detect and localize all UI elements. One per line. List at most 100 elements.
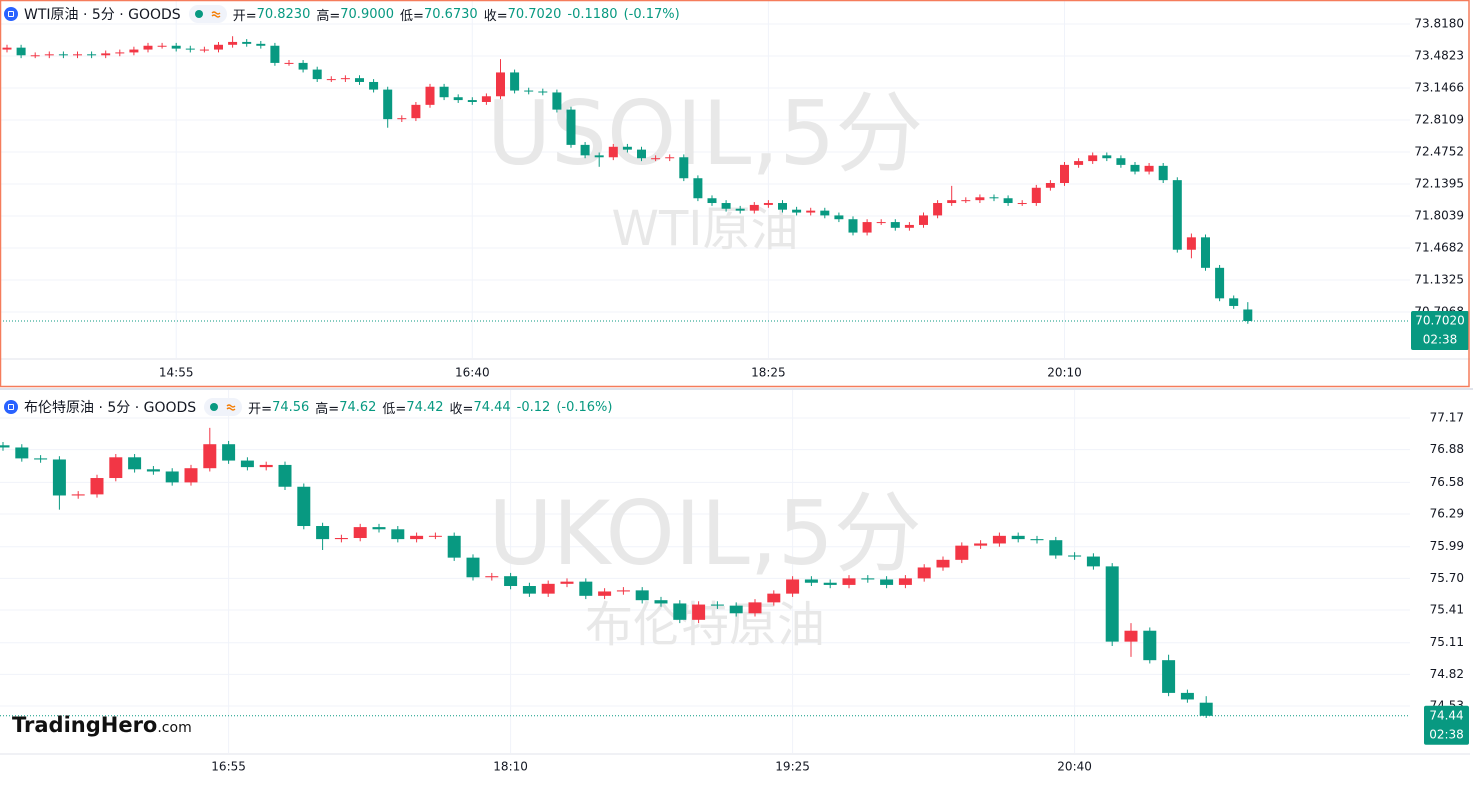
candle-body <box>622 146 632 150</box>
candle-body <box>820 210 830 216</box>
candle-body <box>425 86 435 105</box>
change-pct: (-0.16%) <box>556 399 613 415</box>
x-tick-label: 18:10 <box>493 760 528 774</box>
candle-body <box>552 92 562 110</box>
candle-body <box>278 464 292 487</box>
candle-body <box>109 457 123 479</box>
y-tick-label: 71.4682 <box>1414 240 1464 254</box>
candle-body <box>466 557 480 578</box>
candle-body <box>143 45 153 50</box>
watermark: UKOIL,5分 <box>488 482 922 585</box>
candle-body <box>171 45 181 49</box>
candle-body <box>44 54 54 56</box>
candle-body <box>340 78 350 80</box>
candle-body <box>876 222 886 224</box>
candle-body <box>522 586 536 594</box>
candle-body <box>1088 155 1098 162</box>
candle-body <box>806 210 816 213</box>
candle-body <box>1003 198 1013 204</box>
status-icon <box>226 404 236 411</box>
candle-body <box>598 591 612 596</box>
y-tick-label: 72.4752 <box>1414 145 1464 159</box>
candle-body <box>504 576 518 587</box>
change: -0.1180 <box>567 6 618 22</box>
y-tick-label: 74.82 <box>1430 667 1464 681</box>
candle-body <box>481 96 491 102</box>
last-price-label: 74.44 <box>1429 708 1463 722</box>
candle-body <box>654 600 668 604</box>
last-price-tag <box>1411 311 1469 351</box>
stat-value: 70.7020 <box>507 6 562 22</box>
candle-body <box>566 109 576 145</box>
stat-name: 开= <box>232 8 257 24</box>
candle-body <box>673 603 687 620</box>
candle-body <box>693 178 703 199</box>
candle-body <box>270 45 280 63</box>
candle-body <box>228 41 238 45</box>
candle-body <box>594 155 604 158</box>
x-tick-label: 19:25 <box>775 760 810 774</box>
candle-body <box>1116 158 1126 165</box>
candle-body <box>890 222 900 228</box>
stat-name: 收= <box>483 8 508 24</box>
candle-body <box>391 529 405 540</box>
candle-body <box>692 604 706 620</box>
candle-body <box>1102 155 1112 159</box>
candle-body <box>767 593 781 603</box>
active-pane-frame <box>0 0 1470 388</box>
candle-body <box>1124 630 1138 642</box>
candle-body <box>579 581 593 596</box>
candle-body <box>353 527 367 539</box>
candle-body <box>256 43 266 46</box>
status-pill <box>204 398 243 416</box>
last-price-tag <box>1424 705 1469 745</box>
stat-value: 70.6730 <box>423 6 478 22</box>
x-tick-label: 16:55 <box>211 760 246 774</box>
candle-body <box>1243 309 1253 322</box>
candle-body <box>616 590 630 592</box>
candle-body <box>496 72 505 97</box>
candle-body <box>185 48 195 50</box>
candle-body <box>898 578 912 585</box>
candle-body <box>862 222 872 233</box>
candle-body <box>326 79 336 81</box>
x-tick-label: 16:40 <box>455 366 490 380</box>
stat-name: 高= <box>316 8 341 24</box>
candle-body <box>397 118 407 120</box>
candle-body <box>749 204 759 211</box>
candle-body <box>1144 165 1154 172</box>
candle-body <box>312 69 322 80</box>
candle-body <box>1229 298 1239 306</box>
status-icon <box>211 11 221 18</box>
y-tick-label: 71.8039 <box>1414 208 1464 222</box>
y-tick-label: 72.8109 <box>1414 113 1464 127</box>
stat-value: 74.42 <box>406 399 444 415</box>
status-dot <box>194 10 203 18</box>
wave <box>211 11 221 18</box>
candle-body <box>30 55 40 57</box>
candle-body <box>710 604 724 606</box>
change: -0.12 <box>516 399 551 415</box>
candle-body <box>637 149 646 159</box>
y-tick-label: 75.99 <box>1430 539 1464 553</box>
candle-body <box>485 576 499 578</box>
x-tick-label: 18:25 <box>751 366 786 380</box>
candle-body <box>334 538 348 540</box>
logo-suffix: .com <box>157 720 192 736</box>
status-dot <box>210 403 219 411</box>
candle-body <box>447 535 461 558</box>
candle-body <box>1172 180 1182 250</box>
candle-body <box>411 104 421 119</box>
y-tick-label: 75.70 <box>1430 571 1464 585</box>
countdown: 02:38 <box>1423 333 1458 347</box>
y-tick-label: 76.88 <box>1430 442 1464 456</box>
candle-body <box>778 203 787 210</box>
stat-name: 低= <box>382 401 407 417</box>
candle-body <box>1199 702 1213 716</box>
candle-body <box>1086 556 1100 567</box>
change-pct: (-0.17%) <box>623 6 680 22</box>
candle-body <box>1060 164 1069 184</box>
candle-body <box>880 579 894 585</box>
candle-body <box>580 144 590 156</box>
wave <box>226 404 236 411</box>
